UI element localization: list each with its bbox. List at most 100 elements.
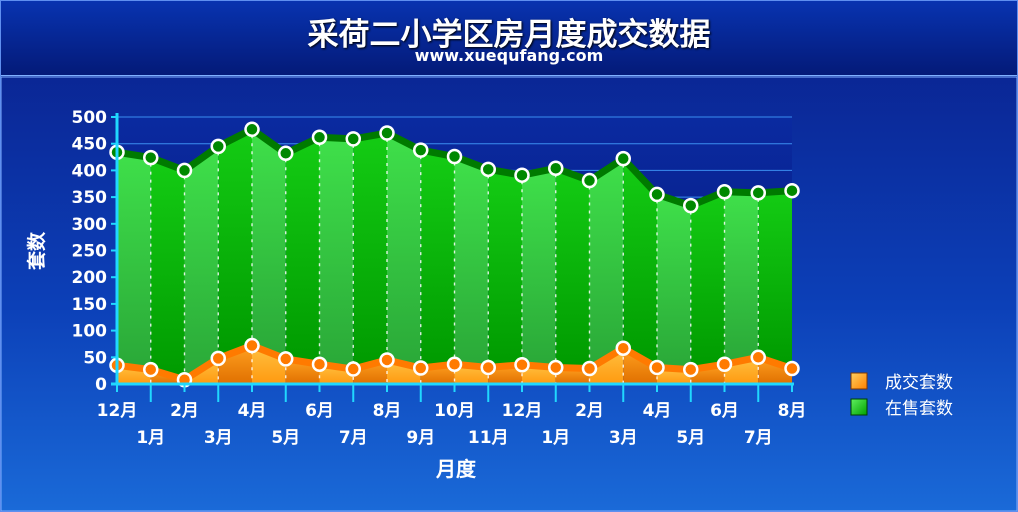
y-tick-label: 350 (72, 188, 108, 208)
marker-deals (210, 350, 226, 367)
green-area-segment (319, 137, 354, 370)
marker-listings (615, 150, 631, 167)
marker-listings (581, 172, 598, 189)
marker-listings (784, 182, 800, 199)
marker-deals (413, 360, 429, 376)
marker-listings (716, 184, 733, 200)
marker-deals (683, 361, 699, 378)
green-area-segment (184, 146, 219, 380)
marker-deals (784, 360, 800, 377)
y-tick-label: 200 (72, 268, 108, 288)
x-tick-label: 2月 (170, 401, 199, 421)
marker-deals (615, 340, 631, 356)
orange-area-segment (758, 357, 792, 384)
y-tick-label: 0 (95, 375, 107, 395)
legend: 成交套数 在售套数 (850, 372, 953, 419)
green-area-segment (252, 129, 286, 359)
green-series-area (117, 129, 792, 380)
marker-deals (379, 352, 395, 368)
x-tick-label: 10月 (434, 401, 475, 421)
x-tick-labels: 12月1月2月3月4月5月6月7月8月9月10月11月12月1月2月3月4月5月… (97, 401, 807, 448)
x-tick-label: 6月 (710, 401, 739, 421)
marker-deals (649, 359, 665, 376)
marker-listings (345, 131, 361, 147)
y-axis-label: 套数 (25, 231, 48, 271)
marker-deals (548, 359, 564, 376)
green-area-segment (758, 190, 792, 369)
marker-deals (311, 356, 328, 372)
x-tick-label: 5月 (271, 428, 300, 448)
marker-listings (244, 121, 260, 138)
chart-subtitle: www.xuequfang.com (414, 46, 604, 65)
marker-deals (278, 351, 294, 367)
x-tick-label: 8月 (778, 401, 807, 421)
legend-label-deals: 成交套数 (885, 373, 953, 393)
marker-listings (683, 197, 699, 214)
y-tick-label: 50 (83, 348, 107, 368)
orange-area-segment (623, 348, 657, 384)
marker-deals (446, 356, 463, 372)
green-area-segment (690, 191, 725, 370)
green-area-segment (454, 156, 489, 368)
y-tick-label: 300 (72, 215, 108, 235)
y-tick-label: 100 (72, 322, 108, 342)
legend-swatch-deals (850, 372, 868, 390)
marker-deals (244, 337, 260, 354)
chart-title: 采荷二小学区房月度成交数据 (307, 17, 711, 53)
x-tick-label: 1月 (541, 428, 570, 448)
x-tick-label: 2月 (575, 401, 604, 421)
green-area-segment (218, 129, 252, 359)
green-area-segment (623, 158, 657, 368)
marker-deals (514, 357, 530, 373)
marker-listings (446, 148, 463, 165)
marker-deals (750, 349, 766, 366)
x-tick-label: 12月 (97, 401, 138, 421)
marker-deals (143, 361, 159, 378)
x-tick-label: 4月 (643, 401, 672, 421)
marker-listings (750, 185, 766, 201)
data-markers (109, 121, 800, 388)
green-area-segment (285, 137, 320, 365)
orange-area-segment (252, 345, 286, 384)
chart-header: 采荷二小学区房月度成交数据 www.xuequfang.com (1, 1, 1017, 76)
x-tick-label: 6月 (305, 401, 334, 421)
x-tick-label: 12月 (502, 401, 543, 421)
marker-listings (649, 186, 665, 203)
y-tick-label: 500 (72, 108, 108, 128)
green-area-segment (117, 152, 151, 370)
green-area-segment (488, 169, 522, 368)
x-tick-label: 9月 (406, 428, 435, 448)
marker-listings (210, 138, 226, 155)
legend-label-listings: 在售套数 (885, 399, 953, 419)
green-area-segment (657, 194, 691, 370)
x-tick-label: 7月 (339, 428, 368, 448)
x-tick-label: 5月 (676, 428, 705, 448)
y-tick-label: 250 (72, 242, 108, 262)
plot-area-border (1, 76, 1017, 511)
green-area-segment (724, 191, 759, 365)
y-tick-label: 400 (72, 161, 108, 181)
marker-deals (480, 359, 496, 376)
y-tick-label: 450 (72, 135, 108, 155)
x-tick-label: 1月 (136, 428, 165, 448)
marker-listings (548, 160, 564, 177)
legend-swatch-listings (850, 398, 868, 416)
x-tick-label: 7月 (744, 428, 773, 448)
marker-deals (716, 356, 733, 372)
green-area-segment (353, 133, 387, 370)
green-area-segment (150, 157, 185, 380)
x-tick-label: 3月 (609, 428, 638, 448)
green-area-segment (589, 158, 624, 369)
marker-listings (311, 129, 328, 146)
orange-area-segment (353, 359, 387, 384)
x-axis-label: 月度 (435, 457, 477, 481)
marker-listings (379, 125, 395, 141)
x-tick-label: 8月 (373, 401, 402, 421)
marker-listings (480, 161, 496, 178)
green-area-segment (387, 133, 421, 368)
y-tick-label: 150 (72, 295, 108, 315)
x-tick-label: 4月 (238, 401, 267, 421)
green-area-segment (420, 150, 455, 368)
